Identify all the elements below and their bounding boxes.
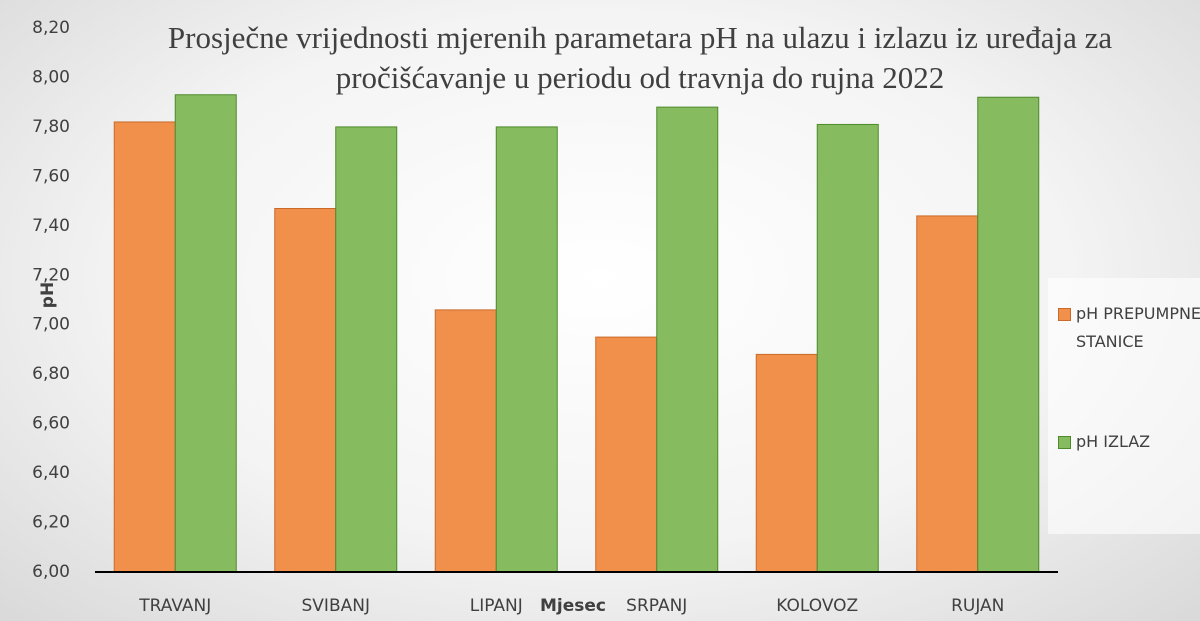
y-tick-label: 6,00 — [32, 562, 70, 582]
x-axis-label: Mjesec — [540, 596, 606, 616]
y-tick-label: 7,20 — [32, 265, 70, 285]
x-tick-label: KOLOVOZ — [776, 596, 858, 616]
bar — [274, 208, 337, 573]
legend: pH PREPUMPNE STANICE pH IZLAZ — [1048, 278, 1200, 534]
bar — [816, 123, 879, 573]
legend-label: pH IZLAZ — [1076, 432, 1151, 451]
y-tick-label: 7,40 — [32, 216, 70, 236]
legend-swatch — [1058, 436, 1071, 449]
x-tick-label: SVIBANJ — [302, 596, 370, 616]
bar — [174, 94, 237, 573]
bar — [755, 353, 818, 573]
bar — [656, 106, 719, 573]
legend-item: pH PREPUMPNE STANICE — [1058, 300, 1200, 356]
x-tick-label: TRAVANJ — [138, 596, 211, 616]
bar — [495, 126, 558, 573]
y-tick-label: 6,60 — [32, 414, 70, 434]
y-tick-label: 6,80 — [32, 364, 70, 384]
y-tick-label: 8,00 — [32, 67, 70, 87]
y-tick-label: 7,60 — [32, 166, 70, 186]
chart-title: Prosječne vrijednosti mjerenih parametar… — [167, 20, 1113, 95]
legend-swatch — [1058, 308, 1071, 321]
y-tick-label: 6,40 — [32, 463, 70, 483]
y-tick-label: 7,00 — [32, 315, 70, 335]
x-tick-label: SRPANJ — [626, 596, 687, 616]
bar — [335, 126, 398, 573]
bar — [434, 309, 497, 573]
bar — [977, 96, 1040, 573]
y-axis-label: pH — [38, 282, 58, 308]
legend-item: pH IZLAZ — [1058, 428, 1200, 456]
x-tick-label: LIPANJ — [470, 596, 523, 616]
bar — [595, 336, 658, 573]
bar — [916, 215, 979, 573]
y-tick-label: 8,20 — [32, 18, 70, 38]
legend-label: pH PREPUMPNE STANICE — [1076, 304, 1200, 351]
x-tick-label: RUJAN — [951, 596, 1004, 616]
y-tick-label: 6,20 — [32, 513, 70, 533]
bar — [113, 121, 176, 573]
y-tick-label: 7,80 — [32, 117, 70, 137]
